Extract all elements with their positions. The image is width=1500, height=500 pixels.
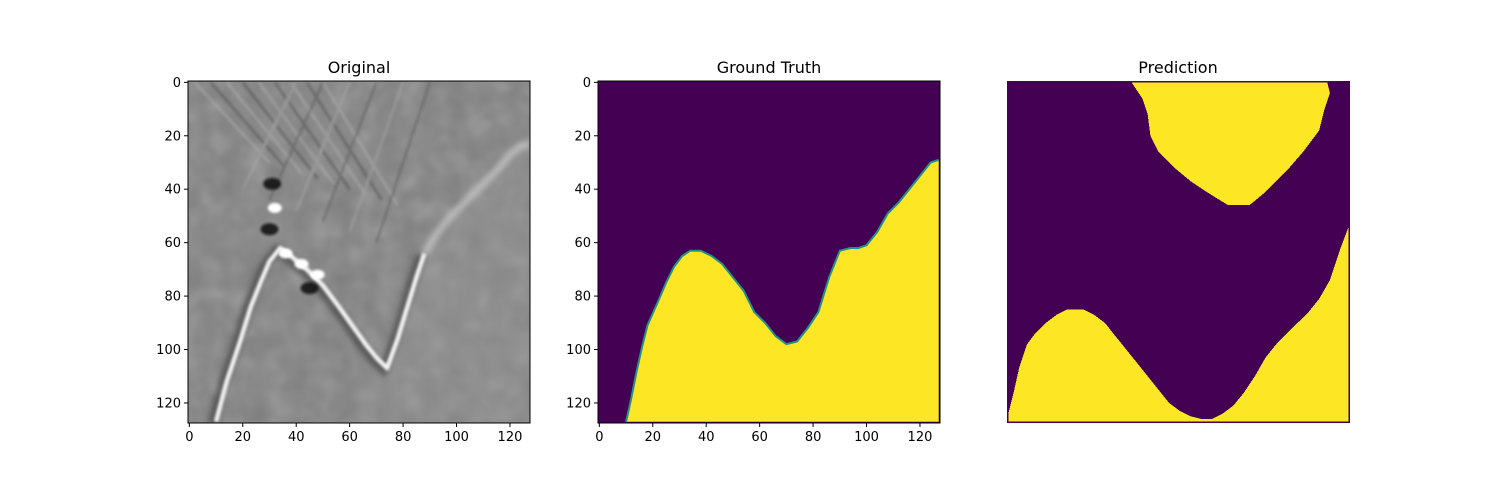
bright-spot (294, 259, 309, 270)
striation-line (295, 81, 351, 212)
y-tick-label: 40 (574, 183, 591, 198)
bright-curve (213, 245, 427, 423)
faint-curve (421, 140, 530, 256)
y-tick-label: 100 (566, 343, 591, 358)
bright-spot (267, 202, 282, 213)
prediction-mask (1007, 81, 1350, 423)
y-tick-label: 20 (164, 129, 181, 144)
x-tick-label: 100 (444, 430, 469, 445)
x-tick-label: 120 (908, 430, 933, 445)
panel-title-prediction: Prediction (1138, 58, 1217, 77)
prediction-panel: Prediction (1007, 58, 1350, 423)
striation-line (209, 81, 287, 169)
x-tick-label: 40 (698, 430, 715, 445)
striation-line (321, 81, 378, 222)
x-tick-label: 20 (645, 430, 662, 445)
x-tick-label: 80 (805, 430, 822, 445)
y-tick-label: 120 (156, 396, 181, 411)
striation-line (321, 81, 400, 207)
axes-frame (597, 80, 941, 424)
original-panel: Original 0 20 40 60 80 100 120 0 20 40 60 80 100 120 (156, 58, 531, 445)
y-tick-label: 100 (156, 343, 181, 358)
dark-spot (300, 282, 319, 295)
y-axis: 0 20 40 60 80 100 120 (156, 76, 188, 411)
dark-spot (260, 223, 279, 236)
striation-line (348, 81, 405, 233)
y-tick-label: 60 (164, 236, 181, 251)
panel-title-original: Original (328, 58, 391, 77)
x-axis: 0 20 40 60 80 100 120 (185, 423, 522, 445)
original-image (188, 81, 530, 423)
bright-spot (278, 248, 293, 259)
x-tick-label: 100 (854, 430, 879, 445)
x-tick-label: 0 (185, 430, 193, 445)
y-tick-label: 0 (173, 76, 181, 91)
striation-line (241, 81, 319, 180)
ground-truth-panel: Ground Truth 0 20 40 60 80 100 120 0 20 40 60 80 10… (566, 58, 941, 445)
y-axis: 0 20 40 60 80 100 120 (566, 76, 598, 411)
y-tick-label: 20 (574, 129, 591, 144)
x-tick-label: 60 (341, 430, 358, 445)
y-tick-label: 40 (164, 183, 181, 198)
y-tick-label: 120 (566, 396, 591, 411)
y-tick-label: 80 (164, 290, 181, 305)
axes-frame (187, 80, 531, 424)
x-tick-label: 0 (595, 430, 603, 445)
striation-line (241, 81, 298, 190)
top-mask-region (1131, 82, 1330, 206)
curve-shadow (207, 243, 425, 423)
mask-boundary (625, 158, 940, 422)
x-tick-label: 80 (395, 430, 412, 445)
striation-line (289, 81, 367, 196)
x-tick-label: 20 (235, 430, 252, 445)
striation-line (257, 81, 335, 185)
striation-line (193, 81, 271, 164)
x-tick-label: 120 (498, 430, 523, 445)
mask-region (626, 159, 939, 422)
striations (193, 81, 431, 244)
x-axis: 0 20 40 60 80 100 120 (595, 423, 932, 445)
y-tick-label: 80 (574, 290, 591, 305)
dark-spot (263, 177, 282, 190)
striation-line (375, 81, 431, 244)
bright-spot (310, 269, 325, 280)
x-tick-label: 40 (288, 430, 305, 445)
x-tick-label: 60 (751, 430, 768, 445)
bottom-mask-region (1008, 226, 1349, 422)
y-tick-label: 0 (583, 76, 591, 91)
panel-title-ground-truth: Ground Truth (717, 58, 822, 77)
ground-truth-mask (598, 81, 940, 423)
y-tick-label: 60 (574, 236, 591, 251)
